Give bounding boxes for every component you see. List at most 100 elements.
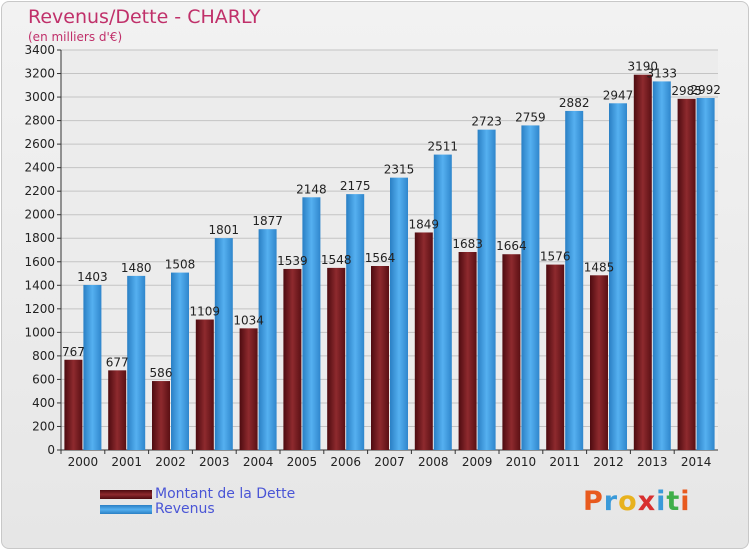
bar-debt — [108, 370, 127, 450]
data-label-debt: 1034 — [233, 313, 264, 327]
data-label-debt: 586 — [150, 366, 173, 380]
y-tick-label: 2600 — [24, 137, 55, 151]
x-tick-label: 2006 — [330, 455, 361, 469]
bar-revenus — [609, 103, 627, 450]
logo-letter: x — [637, 486, 657, 517]
bar-revenus — [477, 129, 496, 450]
data-label-revenus: 2175 — [340, 179, 371, 193]
y-axis: 0 200 400 600 800 1000 1200 1400 1600 1800 2000 220… — [24, 43, 62, 457]
legend-swatch-debt — [100, 490, 152, 499]
legend-swatch-revenus — [100, 505, 152, 514]
chart-title: Revenus/Dette - CHARLY — [28, 6, 261, 28]
bar-revenus — [302, 197, 321, 450]
bar-debt — [152, 381, 170, 450]
bar-revenus — [258, 229, 277, 450]
y-tick-label: 1000 — [24, 325, 55, 339]
x-tick-label: 2005 — [287, 455, 318, 469]
bar-debt — [458, 252, 477, 450]
bar-revenus — [214, 238, 233, 450]
data-label-revenus: 2759 — [515, 110, 546, 124]
data-label-debt: 1576 — [540, 250, 571, 264]
data-label-revenus: 1403 — [77, 270, 108, 284]
data-label-debt: 1683 — [452, 237, 483, 251]
data-label-revenus: 2148 — [296, 182, 327, 196]
bar-debt — [546, 264, 565, 450]
data-label-revenus: 1480 — [121, 261, 152, 275]
x-tick-label: 2002 — [155, 455, 186, 469]
y-tick-label: 3400 — [24, 43, 55, 57]
bar-debt — [327, 267, 346, 450]
legend-label-revenus: Revenus — [155, 501, 215, 517]
bar-revenus — [696, 98, 715, 450]
x-tick-label: 2011 — [549, 455, 580, 469]
x-tick-label: 2001 — [111, 455, 142, 469]
bar-debt — [502, 254, 521, 450]
data-label-debt: 1485 — [584, 260, 615, 274]
legend-label-debt: Montant de la Dette — [155, 486, 296, 502]
x-tick-label: 2013 — [637, 455, 668, 469]
bar-debt — [414, 232, 433, 450]
data-label-revenus: 1801 — [209, 223, 240, 237]
x-tick-label: 2014 — [681, 455, 712, 469]
y-tick-label: 1800 — [24, 231, 55, 245]
y-tick-label: 1400 — [24, 278, 55, 292]
y-tick-label: 2200 — [24, 184, 55, 198]
y-tick-label: 600 — [32, 372, 55, 386]
bar-debt — [371, 266, 389, 450]
y-tick-label: 3200 — [24, 67, 55, 81]
data-label-debt: 677 — [106, 355, 129, 369]
data-label-debt: 2985 — [671, 84, 702, 98]
bar-debt — [283, 268, 302, 450]
y-tick-label: 2400 — [24, 161, 55, 175]
bar-revenus — [652, 81, 671, 450]
data-label-revenus: 1508 — [165, 258, 196, 272]
data-label-revenus: 3133 — [647, 66, 678, 80]
bar-revenus — [83, 284, 102, 450]
y-tick-label: 3000 — [24, 90, 55, 104]
y-tick-label: 800 — [32, 349, 55, 363]
x-tick-label: 2000 — [68, 455, 99, 469]
data-label-debt: 1849 — [409, 217, 440, 231]
data-label-debt: 1548 — [321, 253, 352, 267]
data-label-debt: 3190 — [628, 60, 659, 74]
data-label-debt: 1664 — [496, 239, 527, 253]
chart-subtitle: (en milliers d'€) — [28, 30, 123, 44]
data-label-revenus: 2992 — [690, 83, 721, 97]
x-tick-label: 2012 — [593, 455, 624, 469]
data-label-debt: 1539 — [277, 254, 308, 268]
x-tick-label: 2008 — [418, 455, 449, 469]
logo-letter: i — [656, 486, 667, 517]
y-tick-label: 2800 — [24, 114, 55, 128]
y-tick-label: 200 — [32, 419, 55, 433]
logo-letter: i — [680, 486, 691, 517]
x-tick-label: 2009 — [462, 455, 493, 469]
y-tick-label: 1600 — [24, 255, 55, 269]
proxiti-logo: Proxiti — [583, 486, 691, 517]
data-labels: 767 677 586 1109 1034 1539 1548 1564 1849 1683 166… — [62, 60, 721, 380]
logo-letter: o — [618, 486, 638, 517]
bar-revenus — [171, 272, 189, 450]
y-tick-label: 1200 — [24, 302, 55, 316]
bar-revenus — [565, 110, 584, 451]
bar-revenus — [346, 194, 365, 450]
y-tick-label: 0 — [47, 443, 55, 457]
y-tick-label: 2000 — [24, 208, 55, 222]
bar-debt — [677, 98, 696, 450]
data-label-revenus: 2511 — [428, 140, 459, 154]
logo-letter: P — [583, 486, 604, 517]
bar-debt — [195, 319, 214, 450]
data-label-revenus: 2882 — [559, 96, 590, 110]
data-label-revenus: 1877 — [252, 214, 283, 228]
logo-letter: t — [666, 486, 681, 517]
x-tick-label: 2010 — [506, 455, 537, 469]
plot-area — [61, 50, 718, 450]
data-label-revenus: 2723 — [471, 115, 502, 129]
data-label-debt: 767 — [62, 345, 85, 359]
bar-revenus — [521, 125, 540, 450]
bar-debt — [239, 328, 258, 450]
y-tick-label: 400 — [32, 396, 55, 410]
data-label-revenus: 2315 — [384, 163, 415, 177]
bar-debt — [633, 74, 652, 451]
x-tick-label: 2007 — [374, 455, 405, 469]
